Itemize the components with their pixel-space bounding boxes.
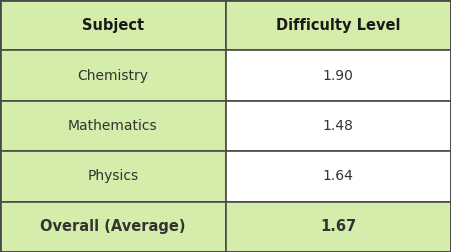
Bar — [0, 50, 226, 101]
Bar — [226, 0, 451, 50]
Bar — [0, 151, 226, 202]
Bar — [0, 101, 226, 151]
Bar — [226, 101, 451, 151]
Text: Chemistry: Chemistry — [77, 69, 148, 83]
Text: Mathematics: Mathematics — [68, 119, 157, 133]
Text: 1.67: 1.67 — [320, 219, 356, 234]
Text: Difficulty Level: Difficulty Level — [276, 18, 400, 33]
Text: R: R — [323, 130, 353, 168]
Bar — [226, 202, 451, 252]
Bar — [226, 151, 451, 202]
Bar — [226, 50, 451, 101]
Bar — [0, 0, 226, 50]
Bar — [0, 202, 226, 252]
Text: Subject: Subject — [82, 18, 144, 33]
Text: Overall (Average): Overall (Average) — [40, 219, 185, 234]
Text: 1.64: 1.64 — [323, 169, 354, 183]
Text: Physics: Physics — [87, 169, 138, 183]
Text: 1.90: 1.90 — [323, 69, 354, 83]
Text: 1.48: 1.48 — [323, 119, 354, 133]
